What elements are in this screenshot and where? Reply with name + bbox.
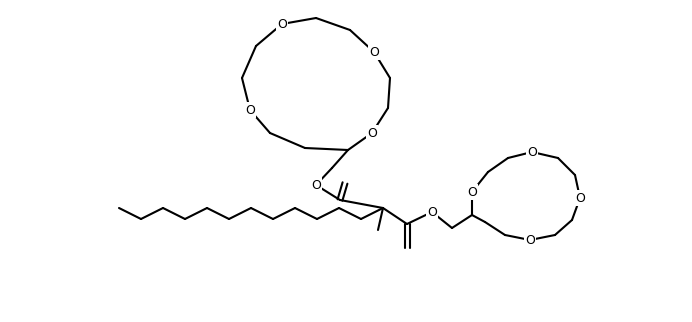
- Text: O: O: [369, 45, 379, 59]
- Text: O: O: [575, 192, 585, 204]
- Text: O: O: [467, 185, 477, 198]
- Text: O: O: [277, 17, 287, 31]
- Text: O: O: [527, 146, 537, 158]
- Text: O: O: [427, 205, 437, 219]
- Text: O: O: [245, 103, 255, 117]
- Text: O: O: [311, 178, 321, 192]
- Text: O: O: [525, 233, 535, 247]
- Text: O: O: [367, 127, 377, 139]
